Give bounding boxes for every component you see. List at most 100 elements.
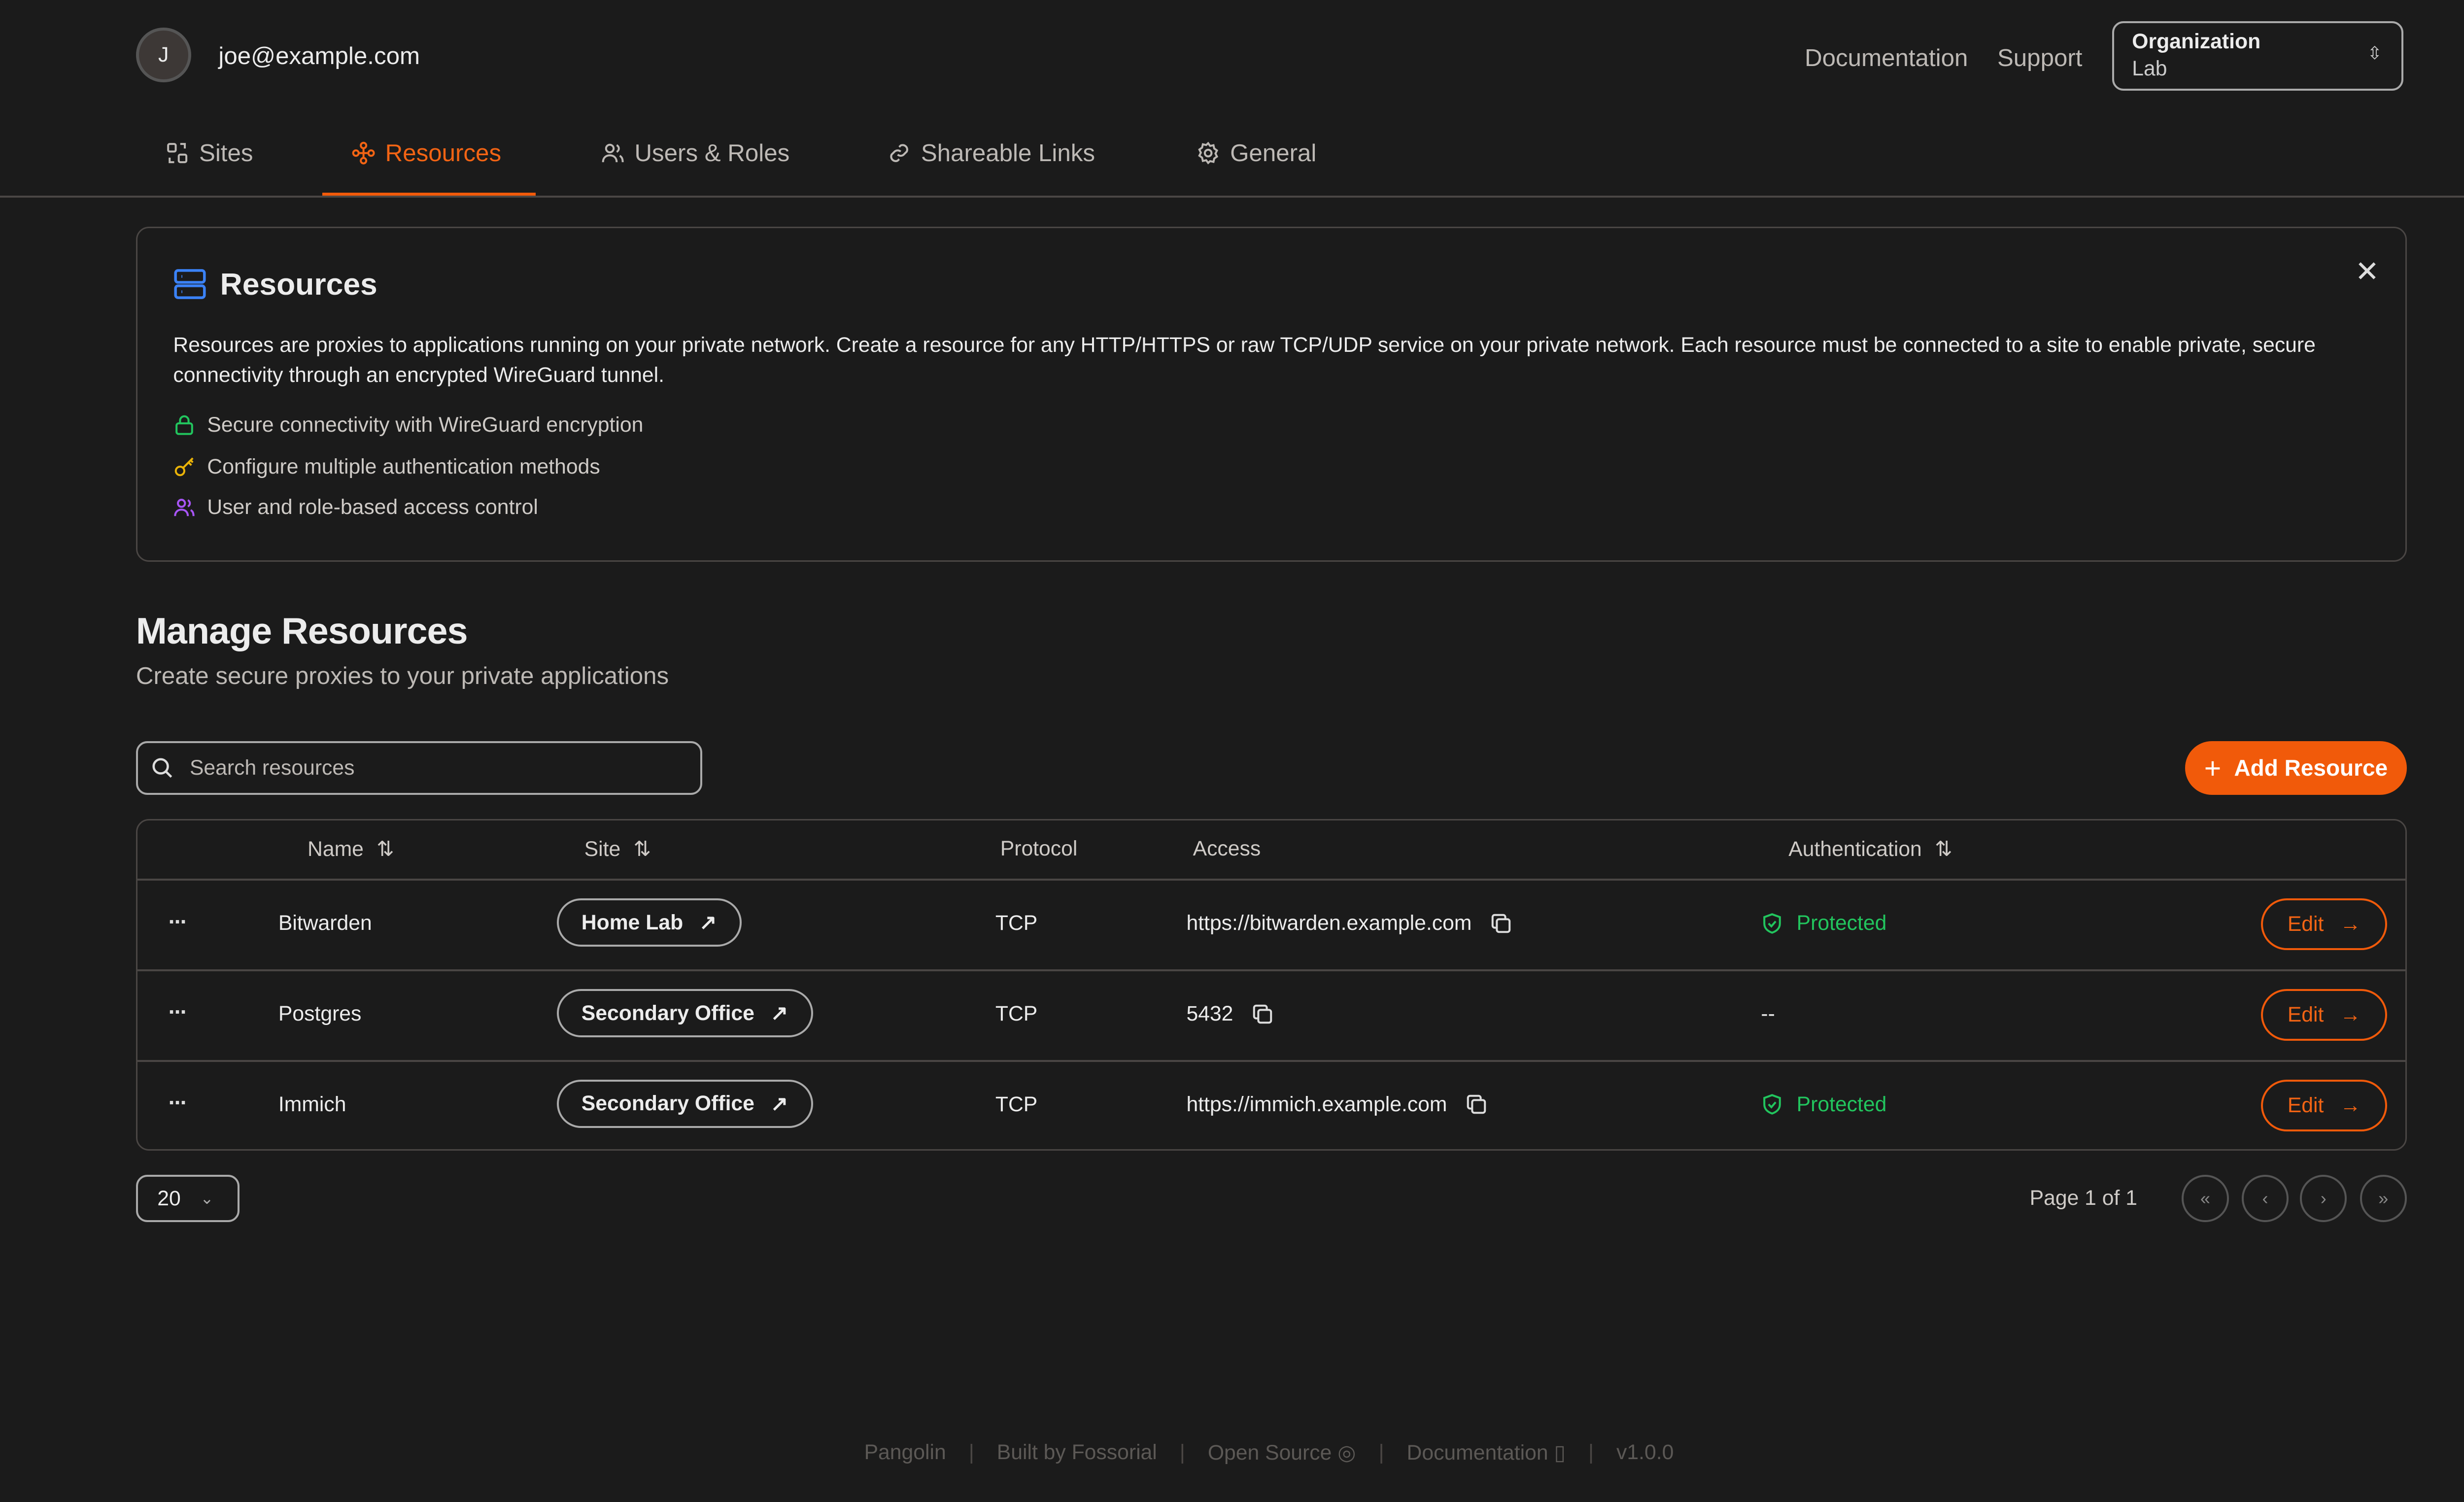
row-actions-menu-icon[interactable]: ··· — [168, 1090, 188, 1116]
copy-icon[interactable] — [1251, 1003, 1274, 1025]
site-link-button[interactable]: Secondary Office ↗ — [556, 1079, 813, 1128]
key-icon — [173, 455, 196, 478]
auth-status: Protected — [1761, 1092, 1886, 1117]
tab-label: General — [1230, 139, 1317, 167]
footer-open-source[interactable]: Open Source ◎ — [1207, 1441, 1356, 1465]
button-label: Edit — [2287, 1002, 2324, 1026]
info-title: Resources — [220, 267, 377, 302]
shield-check-icon — [1761, 912, 1783, 935]
arrow-right-icon: → — [2340, 1002, 2361, 1026]
sort-icon: ⇅ — [633, 837, 651, 861]
tab-label: Sites — [199, 139, 253, 167]
chevron-down-icon: ⌄ — [200, 1189, 214, 1208]
row-actions-menu-icon[interactable]: ··· — [168, 908, 188, 934]
button-label: Edit — [2287, 1093, 2324, 1117]
sites-icon — [165, 141, 189, 165]
protocol: TCP — [995, 1092, 1038, 1116]
avatar[interactable]: J — [136, 27, 191, 83]
auth-status: -- — [1761, 1002, 1775, 1026]
access-value: https://immich.example.com — [1186, 1092, 1447, 1116]
sort-icon: ⇅ — [376, 837, 394, 861]
edit-button[interactable]: Edit → — [2261, 989, 2388, 1041]
footer-documentation[interactable]: Documentation ▯ — [1406, 1441, 1566, 1465]
add-resource-button[interactable]: + Add Resource — [2185, 741, 2407, 795]
protocol: TCP — [995, 1002, 1038, 1026]
arrow-right-icon: → — [2340, 912, 2361, 936]
access: https://bitwarden.example.com — [1186, 911, 1512, 935]
access: 5432 — [1186, 1002, 1273, 1026]
column-header-access: Access — [1193, 837, 1261, 861]
feature-item: Secure connectivity with WireGuard encry… — [173, 413, 643, 437]
tab-general[interactable]: General — [1196, 139, 1316, 167]
info-description: Resources are proxies to applications ru… — [173, 333, 2316, 387]
row-actions-menu-icon[interactable]: ··· — [168, 999, 188, 1025]
feature-item: Configure multiple authentication method… — [173, 455, 600, 479]
site-label: Home Lab — [581, 910, 684, 934]
footer-built-by[interactable]: Built by Fossorial — [996, 1440, 1157, 1465]
tab-divider — [0, 196, 2464, 198]
external-link-icon: ↗ — [770, 1092, 788, 1116]
row-divider — [137, 1060, 2405, 1062]
footer-version: v1.0.0 — [1616, 1440, 1674, 1465]
page-size-select[interactable]: 20 ⌄ — [136, 1175, 240, 1222]
next-page-button[interactable]: › — [2300, 1175, 2347, 1222]
header-divider — [137, 879, 2405, 881]
page-size-value: 20 — [157, 1186, 181, 1210]
access-value: 5432 — [1186, 1002, 1233, 1026]
close-icon[interactable]: ✕ — [2355, 254, 2380, 288]
search-input[interactable] — [186, 754, 679, 782]
tab-shareable-links[interactable]: Shareable Links — [887, 139, 1095, 167]
resource-name: Bitwarden — [278, 911, 372, 935]
tab-users-roles[interactable]: Users & Roles — [601, 139, 789, 167]
external-link-icon: ↗ — [699, 911, 717, 935]
copy-icon[interactable] — [1490, 912, 1512, 935]
tab-resources[interactable]: Resources — [351, 139, 501, 167]
page-title: Manage Resources — [136, 611, 468, 652]
column-header-authentication[interactable]: Authentication ⇅ — [1788, 837, 1952, 861]
search-box[interactable] — [136, 741, 703, 795]
column-header-protocol: Protocol — [1000, 837, 1078, 861]
users-icon — [173, 496, 196, 519]
users-icon — [601, 141, 625, 165]
tab-sites[interactable]: Sites — [165, 139, 253, 167]
resources-icon — [351, 141, 376, 165]
resources-table — [136, 819, 2407, 1151]
page-indicator: Page 1 of 1 — [2029, 1186, 2137, 1210]
access-value: https://bitwarden.example.com — [1186, 911, 1472, 935]
prev-page-button[interactable]: ‹ — [2241, 1175, 2289, 1222]
chevron-updown-icon: ⇳ — [2367, 43, 2382, 64]
resource-name: Postgres — [278, 1002, 362, 1026]
header-label: Name — [308, 837, 364, 861]
feature-item: User and role-based access control — [173, 495, 538, 519]
first-page-button[interactable]: « — [2182, 1175, 2229, 1222]
plus-icon: + — [2204, 751, 2222, 785]
footer-brand: Pangolin — [864, 1440, 946, 1465]
edit-button[interactable]: Edit → — [2261, 1079, 2388, 1131]
arrow-right-icon: → — [2340, 1093, 2361, 1117]
github-icon: ◎ — [1337, 1441, 1356, 1465]
book-icon: ▯ — [1554, 1441, 1566, 1465]
auth-status: Protected — [1761, 911, 1886, 935]
site-label: Secondary Office — [581, 1001, 754, 1025]
active-tab-indicator — [322, 192, 536, 196]
site-label: Secondary Office — [581, 1092, 754, 1116]
documentation-link[interactable]: Documentation — [1805, 44, 1968, 71]
sort-icon: ⇅ — [1935, 837, 1952, 861]
row-divider — [137, 969, 2405, 971]
feature-text: User and role-based access control — [207, 495, 538, 519]
last-page-button[interactable]: » — [2360, 1175, 2407, 1222]
org-value: Lab — [2132, 57, 2167, 81]
gear-icon — [1196, 141, 1220, 165]
edit-button[interactable]: Edit → — [2261, 898, 2388, 950]
column-header-name[interactable]: Name ⇅ — [308, 837, 394, 861]
info-card — [136, 226, 2407, 562]
column-header-site[interactable]: Site ⇅ — [584, 837, 651, 861]
header-label: Protocol — [1000, 837, 1078, 861]
support-link[interactable]: Support — [1997, 44, 2083, 71]
access: https://immich.example.com — [1186, 1092, 1487, 1117]
copy-icon[interactable] — [1465, 1093, 1488, 1116]
organization-selector[interactable]: Organization Lab ⇳ — [2112, 21, 2404, 91]
auth-label: Protected — [1796, 911, 1887, 935]
site-link-button[interactable]: Home Lab ↗ — [556, 898, 742, 947]
site-link-button[interactable]: Secondary Office ↗ — [556, 989, 813, 1038]
